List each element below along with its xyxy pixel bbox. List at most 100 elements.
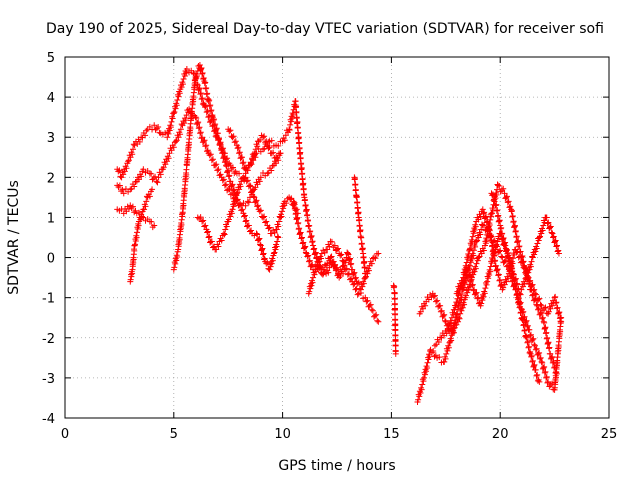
data-point — [202, 104, 209, 111]
data-point — [217, 171, 224, 178]
data-point — [239, 175, 246, 182]
y-tick-label: 0 — [47, 252, 55, 267]
data-point — [424, 364, 431, 371]
data-point — [551, 294, 558, 301]
data-point — [519, 316, 526, 323]
data-point — [325, 269, 332, 276]
data-point — [374, 317, 381, 324]
data-point — [165, 130, 172, 137]
data-point — [458, 307, 465, 314]
data-point — [422, 302, 429, 309]
data-point — [225, 216, 232, 223]
data-point — [504, 199, 511, 206]
data-point — [547, 350, 554, 357]
data-point — [298, 235, 305, 242]
y-tick-label: 2 — [47, 171, 55, 186]
data-point — [197, 129, 204, 136]
data-point — [328, 253, 335, 260]
data-point — [391, 283, 398, 290]
data-point — [546, 224, 553, 231]
data-point — [197, 130, 204, 137]
data-point — [181, 187, 188, 194]
data-point — [243, 217, 250, 224]
data-point — [231, 139, 238, 146]
data-point — [348, 260, 355, 267]
data-point — [314, 262, 321, 269]
data-point — [237, 201, 244, 208]
data-point — [368, 260, 375, 267]
data-point — [175, 134, 182, 141]
data-point — [172, 138, 179, 145]
data-point — [262, 139, 269, 146]
data-point — [391, 305, 398, 312]
data-point — [209, 156, 216, 163]
data-point — [278, 213, 285, 220]
data-point — [548, 229, 555, 236]
data-point — [350, 270, 357, 277]
data-point — [533, 245, 540, 252]
data-point — [356, 216, 363, 223]
data-point — [237, 155, 244, 162]
data-point — [307, 228, 314, 235]
data-point — [513, 249, 520, 256]
data-point — [257, 207, 264, 214]
data-point — [199, 71, 206, 78]
data-point — [244, 198, 251, 205]
data-point — [553, 370, 560, 377]
data-point — [261, 255, 268, 262]
data-point — [420, 378, 427, 385]
data-point — [302, 243, 309, 250]
data-point — [360, 253, 367, 260]
data-point — [528, 258, 535, 265]
data-point — [520, 264, 527, 271]
data-point — [454, 288, 461, 295]
data-point — [491, 196, 498, 203]
data-point — [132, 178, 139, 185]
data-point — [545, 308, 552, 315]
data-point — [445, 344, 452, 351]
data-point — [461, 301, 468, 308]
data-point — [291, 199, 298, 206]
data-point — [305, 252, 312, 259]
data-point — [247, 183, 254, 190]
data-point — [487, 268, 494, 275]
data-point — [549, 353, 556, 360]
data-point — [487, 231, 494, 238]
data-point — [516, 298, 523, 305]
data-point — [482, 214, 489, 221]
data-point — [417, 308, 424, 315]
data-point — [288, 195, 295, 202]
data-point — [523, 268, 530, 275]
data-point — [517, 303, 524, 310]
data-point — [225, 167, 232, 174]
data-point — [236, 150, 243, 157]
data-point — [543, 374, 550, 381]
data-point — [515, 243, 522, 250]
y-tick-label: -3 — [42, 372, 55, 387]
data-point — [273, 226, 280, 233]
data-point — [515, 254, 522, 261]
data-point — [258, 246, 265, 253]
data-point — [218, 237, 225, 244]
data-point — [446, 322, 453, 329]
data-point — [488, 237, 495, 244]
data-point — [175, 246, 182, 253]
data-point — [195, 125, 202, 132]
data-point — [531, 341, 538, 348]
data-point — [257, 242, 264, 249]
data-point — [331, 242, 338, 249]
data-point — [531, 251, 538, 258]
data-point — [198, 65, 205, 72]
data-point — [479, 206, 486, 213]
data-point — [224, 168, 231, 175]
data-point — [503, 247, 510, 254]
data-point — [516, 243, 523, 250]
data-point — [242, 218, 249, 225]
data-point — [392, 326, 399, 333]
data-point — [500, 235, 507, 242]
data-point — [175, 243, 182, 250]
data-point — [498, 224, 505, 231]
data-point — [497, 188, 504, 195]
data-point — [260, 250, 267, 257]
data-point — [268, 150, 275, 157]
